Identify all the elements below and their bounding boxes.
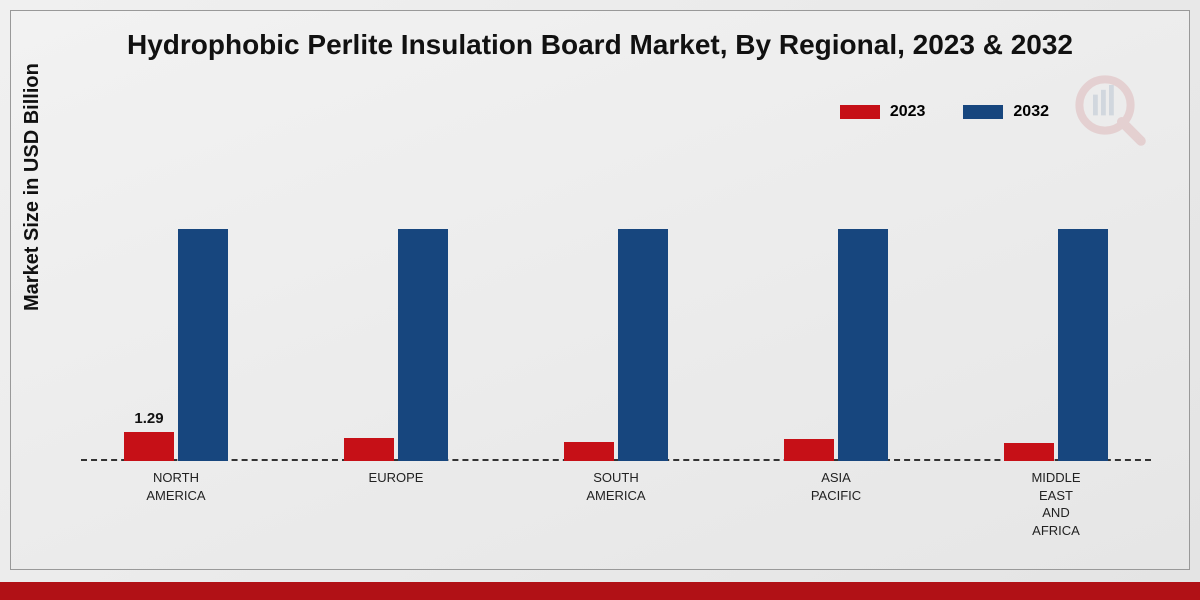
bar-group [541, 229, 691, 462]
x-tick-label: SOUTH AMERICA [541, 469, 691, 504]
bar-group [981, 229, 1131, 462]
plot-area: 1.29 [81, 151, 1151, 461]
bar-2032 [1058, 229, 1108, 462]
bar-2032 [398, 229, 448, 462]
bar-2032 [618, 229, 668, 462]
bar-2023 [784, 439, 834, 461]
legend-label-2023: 2023 [890, 103, 926, 121]
legend-swatch-2032 [963, 105, 1003, 119]
legend-label-2032: 2032 [1013, 103, 1049, 121]
bar-2032 [178, 229, 228, 462]
legend: 2023 2032 [840, 103, 1049, 121]
y-axis-label: Market Size in USD Billion [21, 63, 44, 311]
chart-container: Hydrophobic Perlite Insulation Board Mar… [10, 10, 1190, 570]
legend-item-2023: 2023 [840, 103, 926, 121]
bar-group [321, 229, 471, 462]
chart-title: Hydrophobic Perlite Insulation Board Mar… [11, 29, 1189, 61]
bar-2023 [344, 438, 394, 461]
footer-accent-bar [0, 582, 1200, 600]
bar-2023 [1004, 443, 1054, 461]
bar-value-label: 1.29 [134, 410, 163, 427]
x-tick-label: MIDDLE EAST AND AFRICA [981, 469, 1131, 539]
bar-2032 [838, 229, 888, 462]
x-tick-label: EUROPE [321, 469, 471, 487]
bar-group [761, 229, 911, 462]
bar-2023: 1.29 [124, 432, 174, 461]
x-tick-label: ASIA PACIFIC [761, 469, 911, 504]
bar-2023 [564, 442, 614, 461]
x-tick-label: NORTH AMERICA [101, 469, 251, 504]
bar-group: 1.29 [101, 229, 251, 462]
watermark-icon [1069, 69, 1149, 149]
legend-swatch-2023 [840, 105, 880, 119]
legend-item-2032: 2032 [963, 103, 1049, 121]
